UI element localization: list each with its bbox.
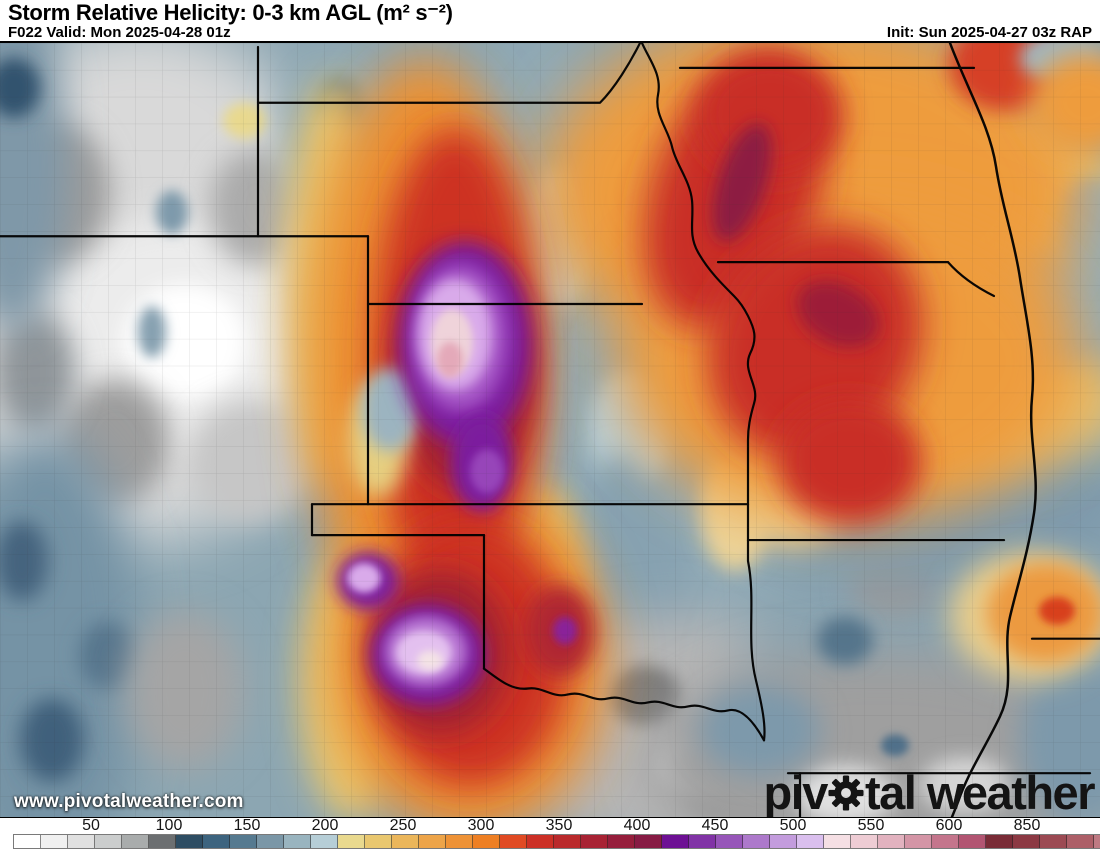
colorbar-cell [419, 835, 446, 848]
colorbar-tick: 500 [779, 817, 807, 834]
gear-icon [828, 775, 864, 811]
colorbar-cell [554, 835, 581, 848]
colorbar-tick: 550 [857, 817, 885, 834]
helicity-map-image[interactable]: www.pivotalweather.com piv tal weather [0, 41, 1100, 818]
colorbar-cell [824, 835, 851, 848]
colorbar-cell [1094, 835, 1100, 848]
logo-text-prefix: piv [763, 766, 829, 818]
colorbar-tick: 150 [233, 817, 261, 834]
colorbar-cell [581, 835, 608, 848]
colorbar-cell [797, 835, 824, 848]
colorbar-cell [311, 835, 338, 848]
colorbar-tick: 350 [545, 817, 573, 834]
colorbar-cell [986, 835, 1013, 848]
colorbar-cell [446, 835, 473, 848]
colorbar-legend: 50 100 150 200 250 300 350 400 450 500 550 600 850 [0, 817, 1100, 850]
colorbar-cell [1067, 835, 1094, 848]
colorbar-cell [635, 835, 662, 848]
colorbar-cell [662, 835, 689, 848]
colorbar-tick-labels: 50 100 150 200 250 300 350 400 450 500 550 600 850 [0, 817, 1100, 834]
colorbar-cell [473, 835, 500, 848]
colorbar-cell [878, 835, 905, 848]
colorbar-cell [743, 835, 770, 848]
model-init-label: Init: Sun 2025-04-27 03z RAP [886, 24, 1092, 41]
colorbar-tick: 250 [389, 817, 417, 834]
state-borders [0, 43, 1100, 817]
colorbar-tick: 850 [1013, 817, 1041, 834]
colorbar-scale [13, 834, 1100, 849]
colorbar-cell [338, 835, 365, 848]
colorbar-cell [122, 835, 149, 848]
colorbar-cell [959, 835, 986, 848]
colorbar-cell [716, 835, 743, 848]
colorbar-tick: 450 [701, 817, 729, 834]
colorbar-cell [176, 835, 203, 848]
colorbar-cell [932, 835, 959, 848]
header: Storm Relative Helicity: 0-3 km AGL (m² … [0, 0, 1100, 41]
colorbar-cell [851, 835, 878, 848]
page-title: Storm Relative Helicity: 0-3 km AGL (m² … [8, 0, 453, 25]
colorbar-cell [608, 835, 635, 848]
county-grid [0, 43, 1100, 817]
colorbar-cell [392, 835, 419, 848]
colorbar-tick: 100 [155, 817, 183, 834]
colorbar-tick: 600 [935, 817, 963, 834]
colorbar-cell [689, 835, 716, 848]
colorbar-tick: 400 [623, 817, 651, 834]
colorbar-cell [149, 835, 176, 848]
forecast-valid-label: F022 Valid: Mon 2025-04-28 01z [8, 24, 231, 41]
colorbar-cell [905, 835, 932, 848]
helicity-field [0, 43, 1100, 817]
colorbar-tick: 50 [82, 817, 100, 834]
pivotal-weather-logo[interactable]: piv tal weather [763, 766, 1096, 818]
colorbar-cell [1040, 835, 1067, 848]
colorbar-tick: 300 [467, 817, 495, 834]
colorbar-cell [284, 835, 311, 848]
colorbar-cell [203, 835, 230, 848]
colorbar-cell [257, 835, 284, 848]
colorbar-cell [41, 835, 68, 848]
logo-text-suffix: tal weather [864, 766, 1096, 818]
colorbar-cell [14, 835, 41, 848]
colorbar-cell [770, 835, 797, 848]
colorbar-cell [68, 835, 95, 848]
colorbar-tick: 200 [311, 817, 339, 834]
colorbar-cell [95, 835, 122, 848]
colorbar-cell [527, 835, 554, 848]
watermark-link[interactable]: www.pivotalweather.com [14, 791, 244, 812]
colorbar-cell [500, 835, 527, 848]
colorbar-cell [1013, 835, 1040, 848]
colorbar-cell [230, 835, 257, 848]
colorbar-cell [365, 835, 392, 848]
